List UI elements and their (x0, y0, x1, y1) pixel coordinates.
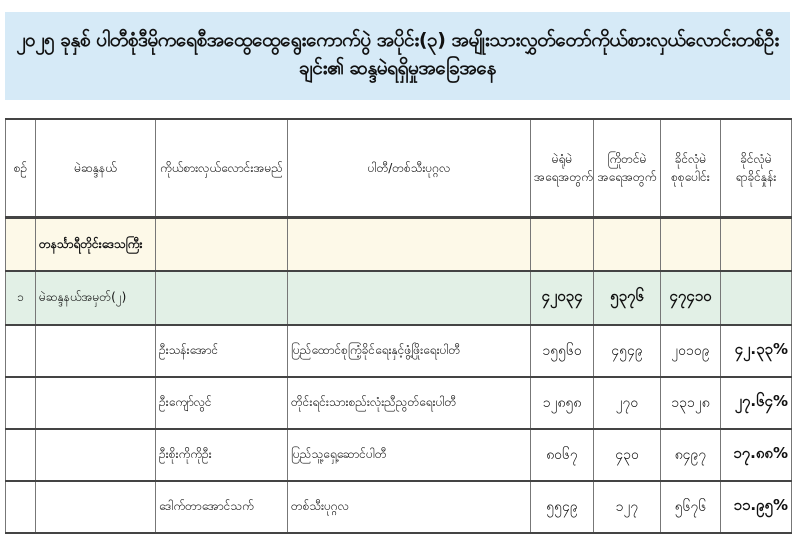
table-row: ဦးသန်းအောင် ပြည်ထောင်စုကြံ့ခိုင်ရေးနှင့်… (5, 324, 792, 378)
candidate-party: တိုင်းရင်းသားစည်းလုံးညီညွတ်ရေးပါတီ (287, 376, 531, 430)
empty-cell (720, 270, 792, 326)
vote-percent: ၁၁.၉၅% (720, 480, 792, 534)
vote-percent: ၁၇.၈၈% (720, 428, 792, 482)
empty-cell (720, 217, 792, 272)
header-total-valid: ခိုင်လုံမဲ စုစုပေါင်း (660, 118, 721, 219)
advance-votes: ၁၂၇ (593, 480, 661, 534)
constituency-total-valid: ၄၇၄၁၀ (660, 270, 721, 326)
advance-votes: ၄၃၀ (593, 428, 661, 482)
candidate-party: ပြည်ထောင်စုကြံ့ခိုင်ရေးနှင့်ဖွံ့ဖြိုးရေး… (287, 324, 531, 378)
constituency-station-votes: ၄၂၀၃၄ (530, 270, 594, 326)
constituency-no: ၁ (5, 270, 36, 326)
header-no: စဉ် (5, 118, 36, 219)
empty-cell (5, 217, 36, 272)
empty-cell (593, 217, 661, 272)
empty-cell (35, 376, 156, 430)
station-votes: ၈၀၆၇ (530, 428, 594, 482)
candidate-name: ဦးကျော်လွင် (155, 376, 288, 430)
advance-votes: ၄၅၄၉ (593, 324, 661, 378)
advance-votes: ၂၇၀ (593, 376, 661, 430)
station-votes: ၁၅၅၆၀ (530, 324, 594, 378)
empty-cell (5, 324, 36, 378)
candidate-party: တစ်သီးပုဂ္ဂလ (287, 480, 531, 534)
constituency-row: ၁ မဲဆန္ဒနယ်အမှတ်(၂) ၄၂၀၃၄ ၅၃၇၆ ၄၇၄၁၀ (5, 270, 792, 326)
total-valid: ၅၆၇၆ (660, 480, 721, 534)
total-valid: ၁၃၁၂၈ (660, 376, 721, 430)
empty-cell (155, 270, 288, 326)
empty-cell (287, 217, 531, 272)
station-votes: ၁၂၈၅၈ (530, 376, 594, 430)
table-row: ဦးကျော်လွင် တိုင်းရင်းသားစည်းလုံးညီညွတ်ရ… (5, 376, 792, 430)
table-row: ဒေါက်တာအောင်သက် တစ်သီးပုဂ္ဂလ ၅၅၄၉ ၁၂၇ ၅၆… (5, 480, 792, 534)
header-percent: ခိုင်လုံမဲ ရာခိုင်နှုန်း (720, 118, 792, 219)
candidate-name: ဦးသန်းအောင် (155, 324, 288, 378)
constituency-advance-votes: ၅၃၇၆ (593, 270, 661, 326)
constituency-name: မဲဆန္ဒနယ်အမှတ်(၂) (35, 270, 156, 326)
total-valid: ၈၄၉၇ (660, 428, 721, 482)
header-advance-votes: ကြိုတင်မဲ အရေအတွက် (593, 118, 661, 219)
candidate-party: ပြည်သူ့ရှေ့ဆောင်ပါတီ (287, 428, 531, 482)
candidate-name: ဦးစိုးကိုကိုဦး (155, 428, 288, 482)
empty-cell (5, 428, 36, 482)
header-station-votes: မဲရုံမဲ အရေအတွက် (530, 118, 594, 219)
vote-percent: ၂၇.၆၄% (720, 376, 792, 430)
header-row: စဉ် မဲဆန္ဒနယ် ကိုယ်စားလှယ်လောင်းအမည် ပါတ… (5, 118, 792, 219)
empty-cell (155, 217, 288, 272)
empty-cell (35, 428, 156, 482)
title-banner: ၂၀၂၅ ခုနှစ် ပါတီစုံဒီမိုကရေစီအထွေထွေရွေး… (5, 12, 790, 100)
header-party: ပါတီ/တစ်သီးပုဂ္ဂလ (287, 118, 531, 219)
region-row: တနင်္သာရီတိုင်းဒေသကြီး (5, 217, 792, 272)
empty-cell (530, 217, 594, 272)
station-votes: ၅၅၄၉ (530, 480, 594, 534)
vote-percent: ၄၂.၃၃% (720, 324, 792, 378)
table-row: ဦးစိုးကိုကိုဦး ပြည်သူ့ရှေ့ဆောင်ပါတီ ၈၀၆၇… (5, 428, 792, 482)
total-valid: ၂၀၁၀၉ (660, 324, 721, 378)
candidate-name: ဒေါက်တာအောင်သက် (155, 480, 288, 534)
empty-cell (35, 480, 156, 534)
empty-cell (5, 376, 36, 430)
empty-cell (5, 480, 36, 534)
results-table: စဉ် မဲဆန္ဒနယ် ကိုယ်စားလှယ်လောင်းအမည် ပါတ… (5, 118, 792, 534)
empty-cell (35, 324, 156, 378)
page-title: ၂၀၂၅ ခုနှစ် ပါတီစုံဒီမိုကရေစီအထွေထွေရွေး… (16, 29, 779, 79)
region-name: တနင်္သာရီတိုင်းဒေသကြီး (35, 217, 156, 272)
header-constituency: မဲဆန္ဒနယ် (35, 118, 156, 219)
header-candidate: ကိုယ်စားလှယ်လောင်းအမည် (155, 118, 288, 219)
empty-cell (287, 270, 531, 326)
empty-cell (660, 217, 721, 272)
